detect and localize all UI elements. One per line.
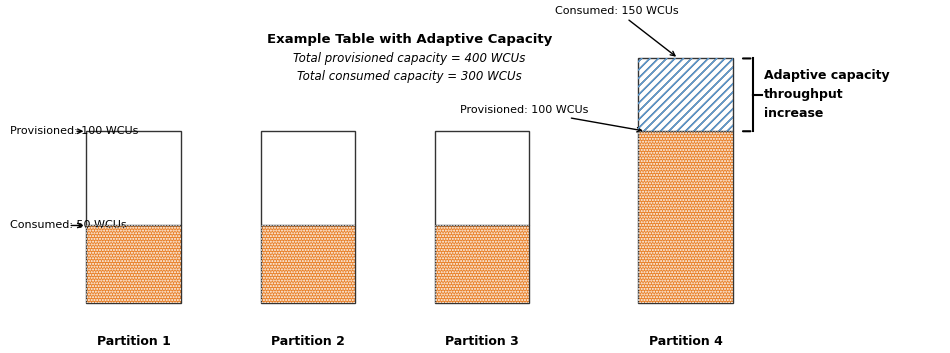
FancyBboxPatch shape: [638, 131, 732, 303]
Text: Consumed: 50 WCUs: Consumed: 50 WCUs: [10, 221, 126, 231]
Text: Total consumed capacity = 300 WCUs: Total consumed capacity = 300 WCUs: [297, 71, 522, 83]
Text: Provisioned: 100 WCUs: Provisioned: 100 WCUs: [10, 126, 139, 136]
FancyBboxPatch shape: [86, 226, 180, 303]
Text: Provisioned: 100 WCUs: Provisioned: 100 WCUs: [461, 105, 641, 132]
Text: Partition 4: Partition 4: [649, 335, 723, 348]
Text: Partition 2: Partition 2: [271, 335, 345, 348]
FancyBboxPatch shape: [86, 131, 180, 226]
Text: Example Table with Adaptive Capacity: Example Table with Adaptive Capacity: [267, 33, 552, 46]
Text: Adaptive capacity
throughput
increase: Adaptive capacity throughput increase: [764, 69, 889, 120]
Text: Partition 3: Partition 3: [446, 335, 519, 348]
Text: Partition 1: Partition 1: [97, 335, 170, 348]
FancyBboxPatch shape: [638, 59, 732, 131]
Text: Total provisioned capacity = 400 WCUs: Total provisioned capacity = 400 WCUs: [294, 52, 525, 65]
FancyBboxPatch shape: [435, 226, 529, 303]
FancyBboxPatch shape: [260, 131, 355, 226]
FancyBboxPatch shape: [435, 131, 529, 226]
FancyBboxPatch shape: [260, 226, 355, 303]
Text: Consumed: 150 WCUs: Consumed: 150 WCUs: [555, 6, 678, 56]
